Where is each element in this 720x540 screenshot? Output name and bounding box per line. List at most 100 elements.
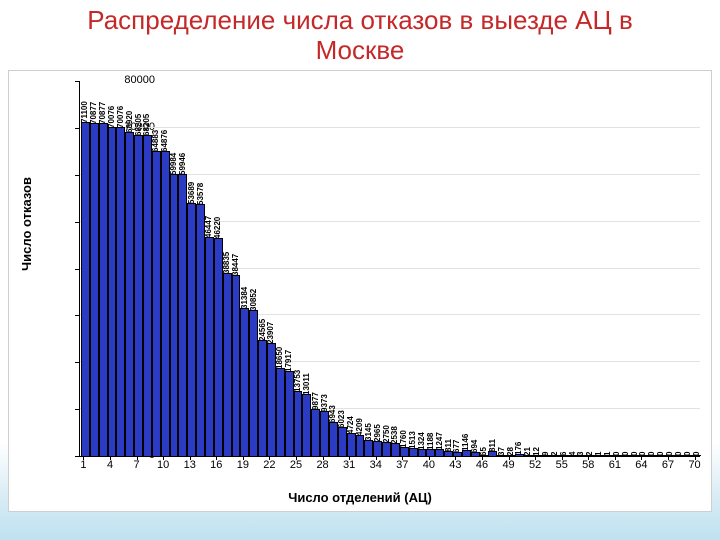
bar-value-label: 2 — [550, 451, 559, 455]
bar-value-label: 0 — [647, 451, 656, 455]
bar-value-label: 4724 — [346, 416, 355, 434]
bar-value-label: 1 — [594, 451, 603, 455]
bar-value-label: 46220 — [213, 217, 222, 239]
bar: 0 — [621, 455, 630, 457]
bar-value-label: 694 — [470, 439, 479, 452]
bar: 65 — [480, 455, 489, 457]
x-tick-label: 58 — [582, 459, 594, 471]
bar: 38835 — [223, 273, 232, 456]
bar-value-label: 0 — [656, 451, 665, 455]
bar: 46447 — [205, 237, 214, 456]
bar: 53689 — [187, 203, 196, 456]
plot-area: 7110070877708777007670076689206820568205… — [79, 81, 700, 457]
bar: 677 — [453, 452, 462, 456]
x-tick-label: 16 — [210, 459, 222, 471]
bar: 9877 — [311, 409, 320, 456]
bar: 68205 — [143, 135, 152, 456]
x-tick-label: 4 — [107, 459, 113, 471]
bar: 31384 — [240, 308, 249, 456]
bar-value-label: 31384 — [240, 287, 249, 309]
bar-value-label: 0 — [612, 451, 621, 455]
bar: 70076 — [116, 127, 125, 456]
x-tick-label: 25 — [290, 459, 302, 471]
x-tick-label: 64 — [635, 459, 647, 471]
bar-value-label: 53578 — [196, 183, 205, 205]
bar-value-label: 1760 — [399, 430, 408, 448]
bar: 2965 — [373, 441, 382, 456]
bar-value-label: 9 — [541, 451, 550, 455]
bar-value-label: 1 — [603, 451, 612, 455]
bar: 3145 — [364, 440, 373, 456]
bar-value-label: 17917 — [284, 350, 293, 372]
bar-value-label: 30852 — [249, 289, 258, 311]
bar: 1188 — [426, 449, 435, 456]
x-tick-label: 28 — [316, 459, 328, 471]
bar: 68920 — [125, 132, 134, 456]
chart-container: Число отказов Число отделений (АЦ) 01000… — [8, 70, 712, 512]
bar-value-label: 70076 — [116, 105, 125, 127]
bar-value-label: 811 — [488, 439, 497, 452]
bar: 0 — [683, 455, 692, 457]
x-tick-label: 34 — [370, 459, 382, 471]
bar-value-label: 70877 — [98, 102, 107, 124]
bar: 64876 — [161, 151, 170, 456]
bar-value-label: 53689 — [187, 182, 196, 204]
x-tick-label: 19 — [237, 459, 249, 471]
bar-value-label: 38835 — [222, 252, 231, 274]
bar-value-label: 38447 — [231, 254, 240, 276]
bar: 0 — [692, 455, 701, 457]
bar-value-label: 18650 — [275, 346, 284, 368]
bar-value-label: 0 — [674, 451, 683, 455]
bar: 30852 — [249, 310, 258, 456]
bar: 811 — [488, 451, 497, 456]
bar-value-label: 68920 — [125, 111, 134, 133]
bar: 59984 — [170, 174, 179, 456]
x-tick-label: 10 — [157, 459, 169, 471]
bar: 70877 — [90, 123, 99, 456]
x-tick-label: 55 — [556, 459, 568, 471]
slide-title: Распределение числа отказов в выезде АЦ … — [0, 0, 720, 66]
bar-value-label: 70877 — [89, 102, 98, 124]
bar: 18650 — [276, 368, 285, 456]
bar-value-label: 1324 — [417, 432, 426, 450]
bar: 13753 — [294, 391, 303, 456]
bar: 37 — [497, 455, 506, 457]
bar-value-label: 2 — [585, 451, 594, 455]
bar-value-label: 0 — [683, 451, 692, 455]
bar-value-label: 0 — [692, 451, 701, 455]
bar: 4724 — [347, 433, 356, 456]
bar: 70076 — [108, 127, 117, 456]
x-tick-label: 7 — [134, 459, 140, 471]
bar-value-label: 13011 — [302, 373, 311, 395]
x-tick-label: 49 — [502, 459, 514, 471]
y-axis-label: Число отказов — [19, 177, 34, 271]
x-tick-label: 61 — [609, 459, 621, 471]
bar: 59946 — [178, 174, 187, 456]
bar-value-label: 59984 — [169, 153, 178, 175]
bar-value-label: 1146 — [461, 433, 470, 450]
bar-value-label: 70076 — [107, 105, 116, 127]
bar-value-label: 64883 — [151, 130, 160, 152]
x-tick-label: 43 — [449, 459, 461, 471]
bar-value-label: 59946 — [178, 153, 187, 175]
bar: 2750 — [382, 442, 391, 456]
bar-value-label: 12 — [532, 447, 541, 456]
bar: 2 — [550, 455, 559, 457]
x-tick-label: 31 — [343, 459, 355, 471]
bar: 71100 — [81, 122, 90, 456]
bar-value-label: 6023 — [337, 410, 346, 428]
bar-value-label: 23907 — [266, 322, 275, 344]
slide: Распределение числа отказов в выезде АЦ … — [0, 0, 720, 540]
bar-value-label: 13753 — [293, 369, 302, 391]
x-tick-label: 70 — [688, 459, 700, 471]
x-tick-label: 40 — [423, 459, 435, 471]
x-tick-label: 46 — [476, 459, 488, 471]
bar: 64883 — [152, 151, 161, 456]
bar: 13011 — [302, 394, 311, 456]
bar: 24565 — [258, 340, 267, 456]
bar: 53578 — [196, 204, 205, 456]
bar-series: 7110070877708777007670076689206820568205… — [80, 81, 700, 456]
bar-value-label: 65 — [479, 447, 488, 456]
bar-value-label: 1247 — [435, 432, 444, 450]
bar-value-label: 37 — [497, 447, 506, 456]
